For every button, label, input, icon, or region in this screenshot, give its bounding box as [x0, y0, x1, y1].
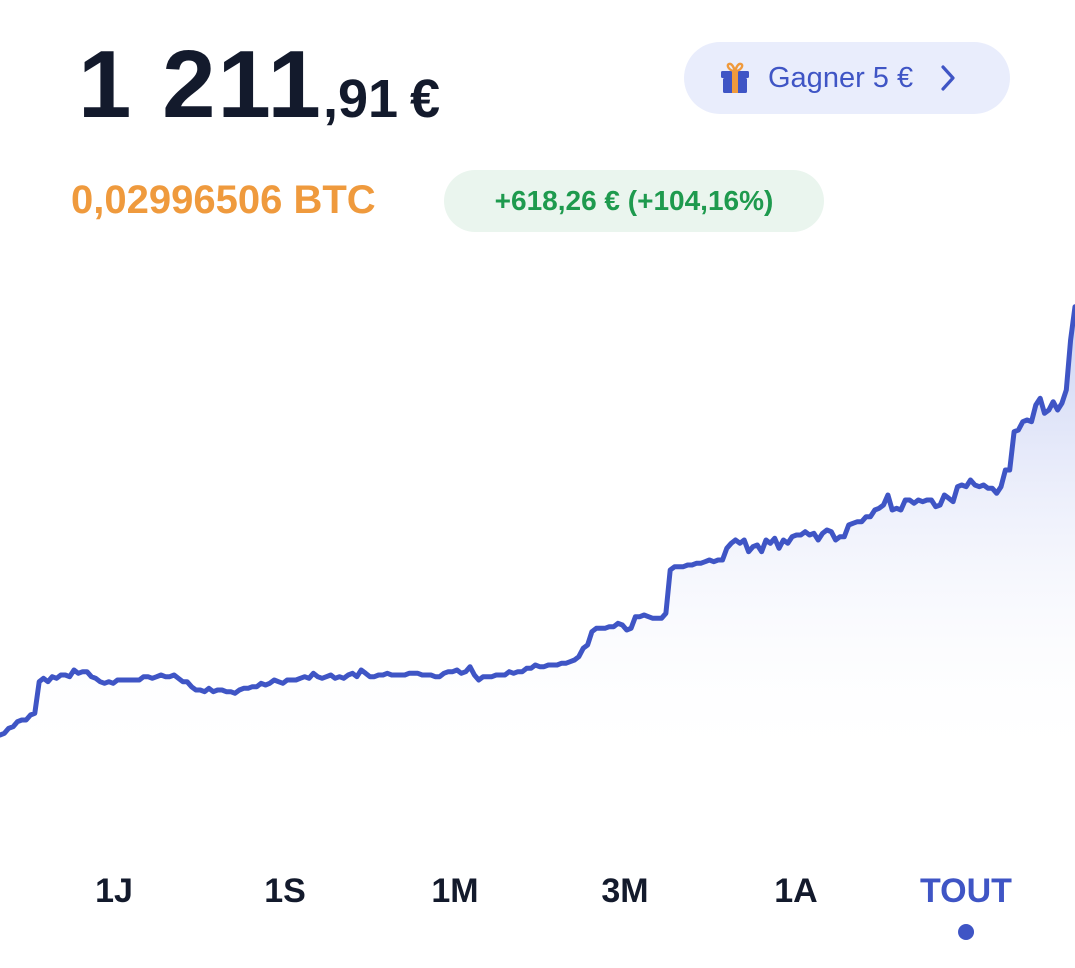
range-1w[interactable]: 1S [264, 872, 306, 910]
portfolio-balance: 1 211,91 € [78, 30, 440, 140]
time-range-selector: 1J 1S 1M 3M 1A TOUT [0, 872, 1075, 952]
range-3m[interactable]: 3M [601, 872, 649, 910]
range-1y[interactable]: 1A [774, 872, 818, 910]
earn-button-label: Gagner 5 € [768, 61, 914, 94]
gift-icon [721, 62, 749, 93]
price-chart [0, 304, 1075, 768]
balance-currency: € [410, 69, 441, 129]
chart-series-line [0, 304, 1075, 738]
chevron-right-icon [941, 65, 955, 91]
balance-integer: 1 211 [78, 31, 323, 138]
btc-amount: 0,02996506 BTC [71, 178, 376, 222]
range-all[interactable]: TOUT [920, 872, 1012, 940]
earn-reward-button[interactable]: Gagner 5 € [684, 42, 1010, 114]
range-1d[interactable]: 1J [95, 872, 133, 910]
selected-range-indicator [958, 924, 974, 940]
balance-decimal: ,91 [322, 69, 399, 129]
range-1m[interactable]: 1M [431, 872, 479, 910]
gain-badge: +618,26 € (+104,16%) [444, 170, 824, 232]
chart-area-fill [0, 306, 1075, 768]
